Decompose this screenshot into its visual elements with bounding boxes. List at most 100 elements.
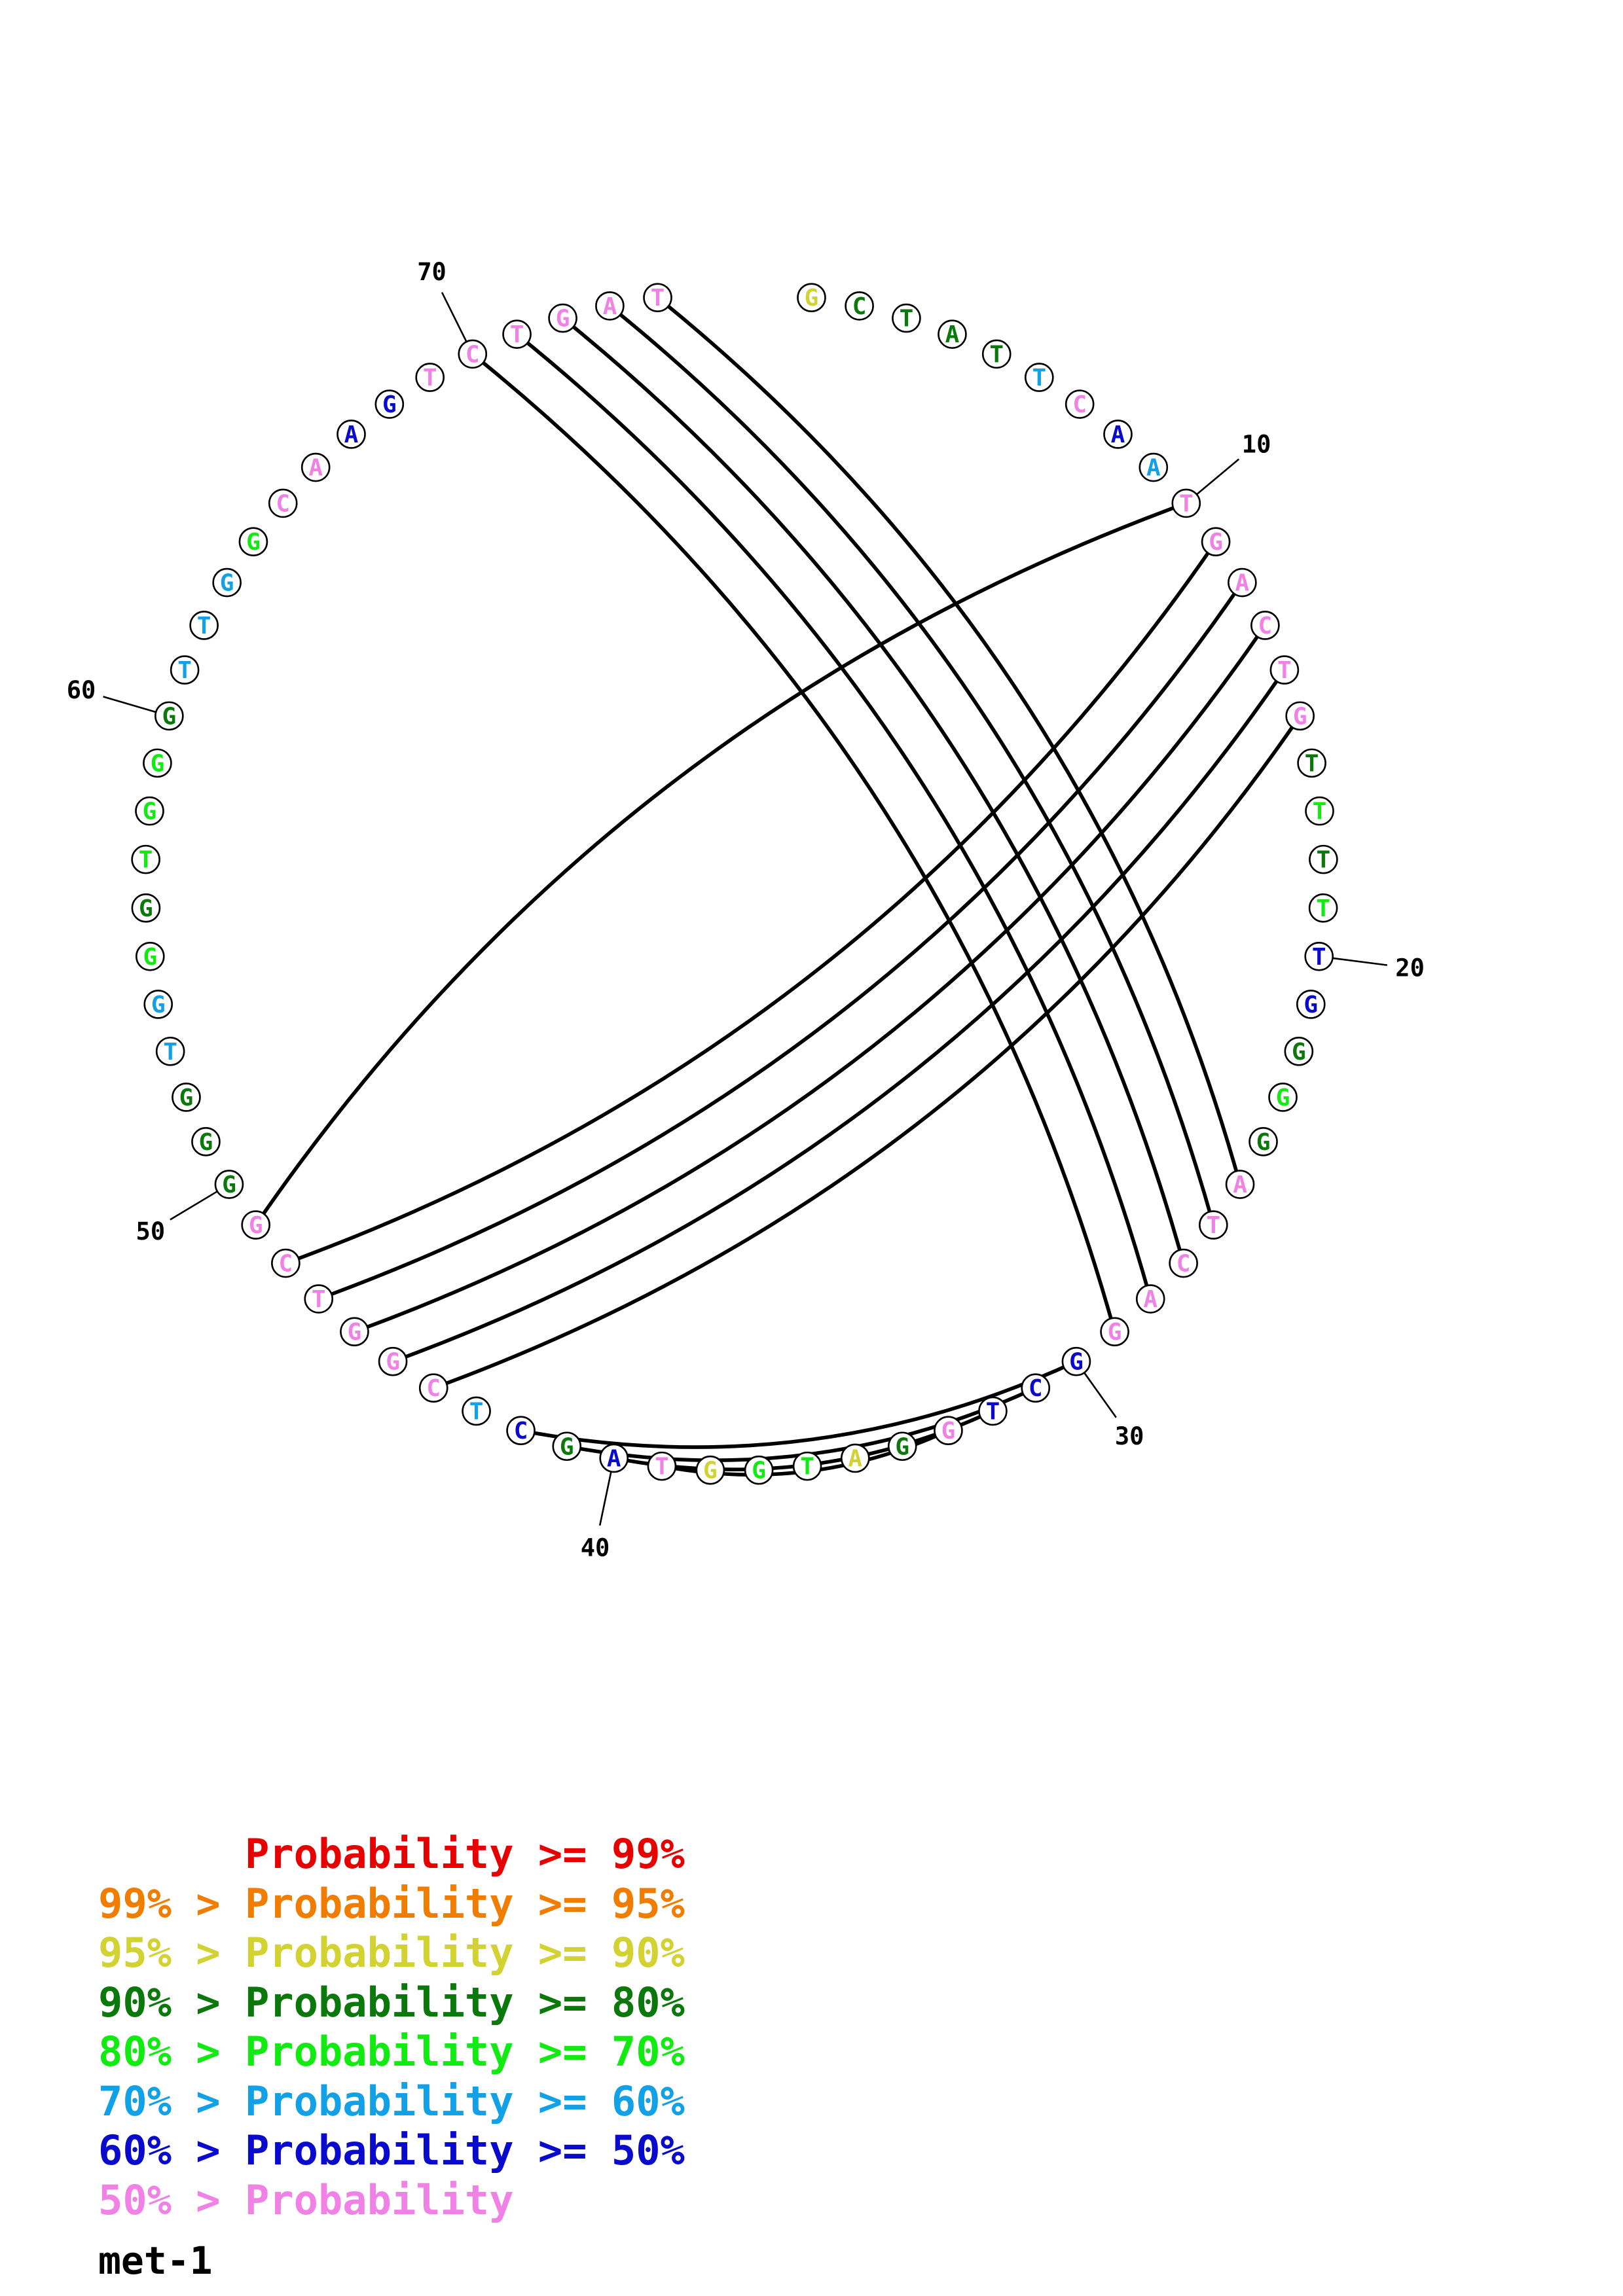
nucleotide: G (241, 1210, 270, 1240)
legend-row: Probability >= 99% (98, 1830, 685, 1878)
nucleotide: G (172, 1083, 201, 1112)
nucleotide: G (340, 1317, 369, 1347)
nucleotide-letter: G (895, 1433, 909, 1460)
nucleotide-letter: A (607, 1445, 621, 1472)
nucleotide-circle (301, 452, 331, 482)
nucleotide-circle (792, 1451, 822, 1481)
nucleotide: T (155, 1037, 185, 1066)
nucleotide-letter: T (1179, 490, 1194, 517)
nucleotide: C (1065, 389, 1095, 419)
nucleotide-letter: G (1292, 1039, 1306, 1066)
nucleotide: C (271, 1248, 301, 1278)
nucleotide-letter: G (348, 1319, 362, 1346)
nucleotide-letter: G (1293, 703, 1307, 730)
nucleotide: T (1304, 941, 1334, 971)
nucleotide-circle (1228, 567, 1257, 598)
nucleotide: T (131, 844, 160, 874)
nucleotide: A (938, 319, 967, 349)
nucleotide-letter: G (1209, 529, 1223, 556)
nucleotide-letter: A (308, 455, 323, 482)
nucleotide: G (131, 893, 161, 923)
base-pair-arc (433, 715, 1302, 1390)
nucleotide: T (1297, 748, 1326, 778)
nucleotide-circle (1296, 990, 1326, 1019)
nucleotide: A (840, 1443, 870, 1473)
nucleotide-letter: C (465, 341, 480, 368)
legend-row: 99% > Probability >= 95% (98, 1879, 685, 1928)
nucleotide-circle (189, 611, 219, 640)
position-label: 30 (1115, 1422, 1144, 1450)
nucleotide-circle (797, 283, 826, 312)
nucleotide-circle (1249, 1127, 1278, 1157)
base-pair-arc (354, 624, 1267, 1334)
nucleotide-letter: G (151, 750, 165, 777)
nucleotide-circle (887, 1431, 917, 1462)
nucleotide: G (214, 1170, 244, 1199)
nucleotide: C (458, 339, 488, 369)
nucleotide-letter: G (752, 1458, 766, 1484)
nucleotide-circle (135, 941, 165, 971)
nucleotide: A (337, 420, 366, 449)
nucleotide-circle (548, 303, 577, 333)
nucleotide: T (1199, 1210, 1228, 1240)
nucleotide-letter: T (1313, 798, 1327, 825)
nucleotide-letter: G (1304, 992, 1318, 1018)
position-tick (1196, 458, 1240, 495)
nucleotide-letter: G (143, 798, 157, 825)
nucleotide-letter: C (514, 1418, 528, 1444)
nucleotide-circle (1171, 488, 1201, 518)
nucleotide-letter: G (805, 285, 819, 312)
nucleotide-letter: T (1206, 1212, 1220, 1239)
nucleotide-circle (268, 488, 298, 518)
nucleotide: T (792, 1451, 822, 1481)
nucleotide: G (744, 1455, 774, 1485)
nucleotide-circle (1269, 655, 1300, 685)
nucleotide-letter: T (989, 341, 1004, 368)
nucleotide-circle (1100, 1317, 1129, 1347)
nucleotide-circle (744, 1455, 774, 1485)
nucleotide: A (1135, 1284, 1165, 1314)
nucleotide-letter: G (941, 1418, 956, 1444)
nucleotide: G (374, 389, 405, 419)
nucleotide-letter: T (163, 1039, 177, 1066)
nucleotide: G (378, 1346, 408, 1376)
nucleotide-letter: T (900, 306, 914, 332)
nucleotide-letter: G (143, 944, 157, 971)
nucleotide-letter: A (848, 1445, 862, 1472)
nucleotide-letter: G (1108, 1319, 1122, 1346)
nucleotide: G (143, 748, 172, 778)
nucleotide-circle (155, 1037, 185, 1066)
nucleotide-circle (418, 1373, 448, 1403)
nucleotide: T (1308, 893, 1338, 923)
position-tick (598, 1471, 612, 1526)
nucleotide-letter: C (279, 1251, 293, 1278)
nucleotide-letter: A (1233, 1172, 1247, 1198)
nucleotide-letter: A (1146, 455, 1161, 482)
nucleotide: G (1284, 1037, 1314, 1066)
nucleotide: G (548, 303, 577, 333)
nucleotide-circle (1021, 1373, 1051, 1403)
nucleotide: T (1024, 363, 1054, 392)
nucleotide-circle (840, 1443, 870, 1473)
nucleotide-circle (978, 1396, 1008, 1426)
nucleotide-letter: G (382, 391, 397, 418)
nucleotide: T (892, 303, 921, 333)
nucleotide: C (1250, 611, 1280, 640)
nucleotide: A (595, 291, 625, 321)
nucleotide-letter: C (852, 293, 867, 320)
nucleotide: G (1061, 1346, 1091, 1376)
nucleotide-circle (374, 389, 405, 419)
nucleotide-circle (212, 567, 242, 598)
nucleotide: G (1268, 1083, 1298, 1112)
nucleotide-circle (1225, 1170, 1255, 1199)
nucleotide-letter: G (139, 895, 153, 922)
nucleotide-circle (1169, 1248, 1198, 1278)
base-pair-arc (318, 581, 1244, 1301)
nucleotide-circle (1297, 748, 1326, 778)
nucleotide-circle (695, 1455, 725, 1485)
nucleotide-letter: G (556, 306, 570, 332)
nucleotide: T (170, 655, 200, 685)
nucleotide: G (143, 990, 173, 1019)
nucleotide: T (415, 363, 445, 392)
